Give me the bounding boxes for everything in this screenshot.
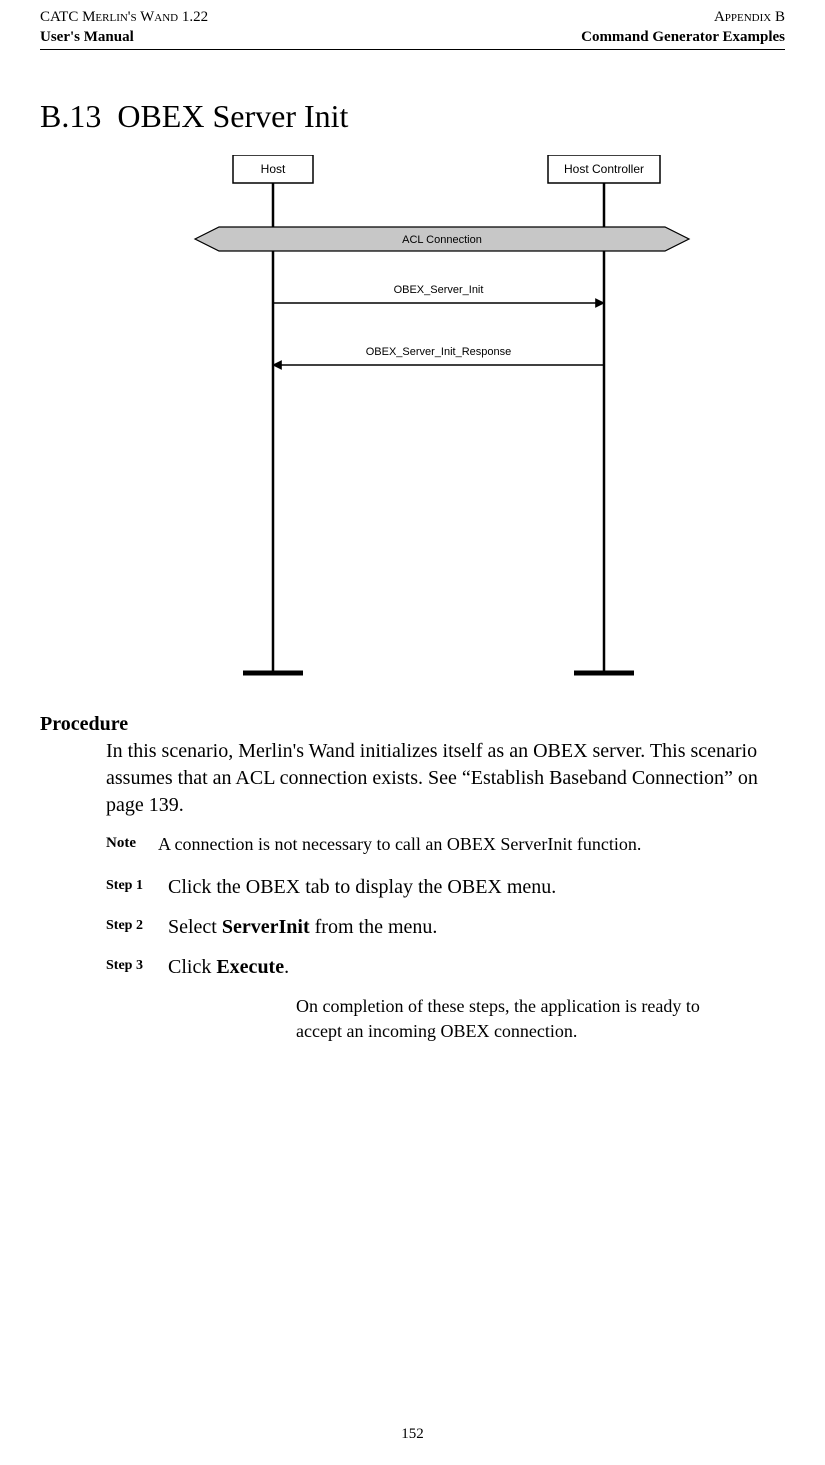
svg-text:Host: Host: [260, 162, 285, 176]
header-right: Appendix B Command Generator Examples: [581, 8, 785, 47]
header-appendix: Appendix B: [581, 8, 785, 28]
svg-text:OBEX_Server_Init_Response: OBEX_Server_Init_Response: [365, 346, 511, 358]
svg-text:Host Controller: Host Controller: [563, 162, 643, 176]
sequence-svg: Host Host Controller ACL Connection OBEX_Se…: [133, 155, 693, 685]
header-subtitle: Command Generator Examples: [581, 28, 785, 48]
step-row: Step 2Select ServerInit from the menu.: [106, 914, 775, 940]
procedure-body: In this scenario, Merlin's Wand initiali…: [106, 738, 775, 1043]
step-text-pre: Select: [168, 916, 222, 938]
svg-text:OBEX_Server_Init: OBEX_Server_Init: [393, 284, 483, 296]
step-text-bold: ServerInit: [222, 916, 310, 938]
completion-block: On completion of these steps, the applic…: [296, 994, 715, 1043]
step-label: Step 2: [106, 914, 168, 940]
page: CATC Merlin's Wand 1.22 User's Manual Ap…: [0, 0, 825, 1043]
svg-text:ACL Connection: ACL Connection: [402, 234, 482, 246]
step-text-bold: Execute: [216, 956, 284, 978]
step-text-pre: Click the OBEX tab to display the OBEX m…: [168, 876, 556, 898]
step-row: Step 1Click the OBEX tab to display the …: [106, 874, 775, 900]
steps-list: Step 1Click the OBEX tab to display the …: [106, 874, 775, 980]
page-header: CATC Merlin's Wand 1.22 User's Manual Ap…: [40, 8, 785, 47]
step-text: Select ServerInit from the menu.: [168, 914, 437, 940]
header-manual: User's Manual: [40, 28, 208, 48]
step-label: Step 3: [106, 954, 168, 980]
header-left: CATC Merlin's Wand 1.22 User's Manual: [40, 8, 208, 47]
header-rule: [40, 49, 785, 50]
step-text: Click the OBEX tab to display the OBEX m…: [168, 874, 556, 900]
step-label: Step 1: [106, 874, 168, 900]
completion-text: On completion of these steps, the applic…: [296, 994, 715, 1043]
step-text-post: from the menu.: [310, 916, 438, 938]
procedure-note: Note A connection is not necessary to ca…: [106, 833, 775, 856]
header-product: CATC Merlin's Wand 1.22: [40, 8, 208, 28]
section-title: B.13 OBEX Server Init: [40, 98, 785, 135]
step-text: Click Execute.: [168, 954, 289, 980]
section-name: OBEX Server Init: [117, 98, 348, 134]
step-row: Step 3Click Execute.: [106, 954, 775, 980]
step-text-pre: Click: [168, 956, 216, 978]
note-text: A connection is not necessary to call an…: [158, 833, 641, 856]
note-label: Note: [106, 833, 158, 856]
sequence-diagram: Host Host Controller ACL Connection OBEX_Se…: [40, 155, 785, 685]
procedure-intro: In this scenario, Merlin's Wand initiali…: [106, 738, 775, 819]
step-text-post: .: [284, 956, 289, 978]
procedure-heading: Procedure: [40, 713, 785, 736]
section-number: B.13: [40, 98, 101, 134]
page-number: 152: [0, 1426, 825, 1443]
